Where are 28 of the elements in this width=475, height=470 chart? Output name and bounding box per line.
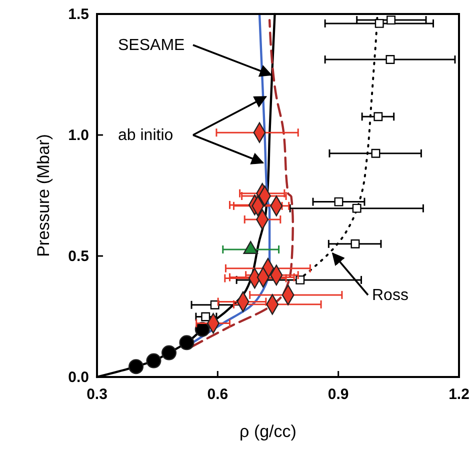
x-axis-title: ρ (g/cc): [240, 422, 296, 441]
point: [350, 239, 360, 248]
x-tick-label: 0.3: [86, 386, 108, 403]
x-tick-label: 0.9: [328, 386, 349, 403]
point: [296, 275, 305, 284]
point: [161, 345, 177, 360]
point: [194, 322, 210, 337]
x-tick-label: 0.6: [207, 386, 228, 403]
point: [371, 148, 380, 158]
point: [334, 197, 344, 206]
point: [374, 18, 384, 28]
point: [374, 112, 383, 122]
point: [386, 55, 395, 64]
y-tick-label: 0.0: [68, 369, 89, 386]
point: [179, 335, 194, 350]
y-axis-title: Pressure (Mbar): [34, 134, 53, 257]
y-tick-label: 1.5: [68, 6, 89, 23]
annotation: Ross: [372, 287, 408, 304]
point: [146, 353, 162, 368]
annotation: SESAME: [118, 37, 185, 54]
x-tick-label: 1.2: [448, 386, 470, 403]
point: [201, 312, 210, 322]
point: [352, 204, 362, 213]
y-tick-label: 0.5: [68, 248, 89, 265]
point: [386, 16, 396, 25]
y-tick-label: 1.0: [68, 127, 89, 144]
point: [128, 359, 144, 374]
annotation: ab initio: [118, 127, 174, 144]
